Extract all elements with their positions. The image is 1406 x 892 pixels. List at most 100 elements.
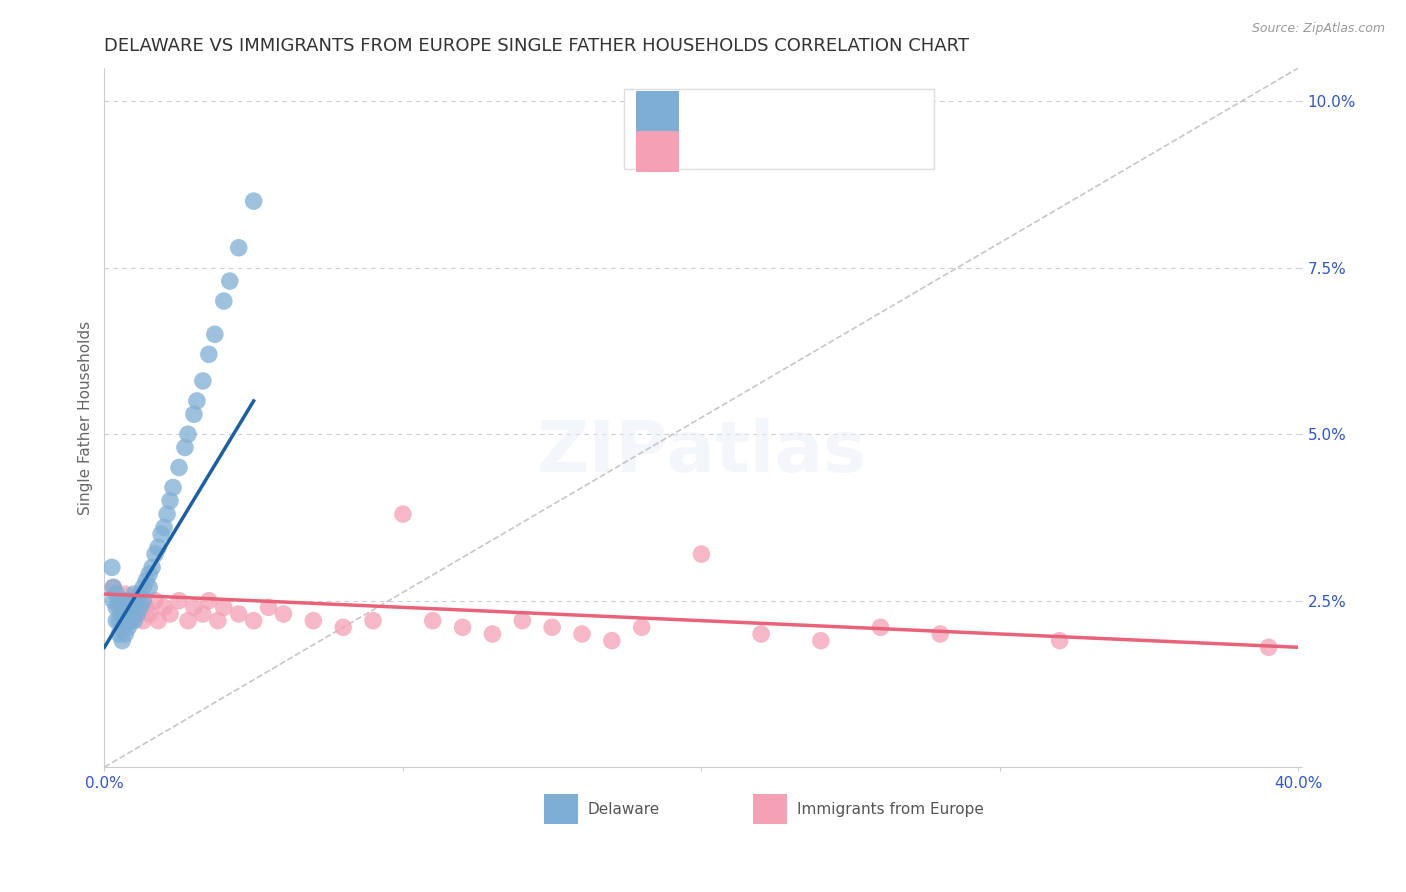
FancyBboxPatch shape — [624, 89, 934, 169]
Point — [422, 614, 444, 628]
Text: R =  0.290    N = 53: R = 0.290 N = 53 — [690, 103, 890, 120]
Point — [127, 593, 149, 607]
Point — [451, 620, 474, 634]
Point — [191, 607, 214, 621]
Point — [600, 633, 623, 648]
Point — [242, 194, 264, 209]
Point — [120, 607, 142, 621]
Point — [117, 620, 139, 634]
Point — [108, 593, 131, 607]
Point — [103, 593, 125, 607]
Point — [571, 627, 593, 641]
Point — [105, 600, 128, 615]
Point — [207, 614, 229, 628]
Point — [228, 607, 250, 621]
Point — [120, 600, 142, 615]
Point — [177, 427, 200, 442]
Point — [1049, 633, 1071, 648]
Point — [138, 580, 160, 594]
Text: Immigrants from Europe: Immigrants from Europe — [797, 802, 984, 816]
Point — [302, 614, 325, 628]
Point — [146, 541, 169, 555]
Point — [129, 600, 152, 615]
Point — [361, 614, 384, 628]
Point — [153, 520, 176, 534]
Point — [138, 607, 160, 621]
Point — [101, 560, 124, 574]
Point — [105, 614, 128, 628]
Point — [143, 547, 166, 561]
Point — [183, 407, 205, 421]
Point — [186, 393, 208, 408]
Point — [138, 567, 160, 582]
Point — [212, 600, 235, 615]
Point — [150, 527, 173, 541]
Point — [257, 600, 280, 615]
Point — [198, 593, 221, 607]
Text: Source: ZipAtlas.com: Source: ZipAtlas.com — [1251, 22, 1385, 36]
Point — [103, 580, 125, 594]
Point — [105, 587, 128, 601]
Point — [117, 607, 139, 621]
Point — [111, 633, 134, 648]
Point — [127, 600, 149, 615]
Point — [242, 614, 264, 628]
Point — [630, 620, 652, 634]
FancyBboxPatch shape — [544, 794, 578, 824]
Point — [191, 374, 214, 388]
Point — [141, 560, 163, 574]
Text: DELAWARE VS IMMIGRANTS FROM EUROPE SINGLE FATHER HOUSEHOLDS CORRELATION CHART: DELAWARE VS IMMIGRANTS FROM EUROPE SINGL… — [104, 37, 969, 55]
Point — [183, 600, 205, 615]
Point — [108, 600, 131, 615]
Point — [218, 274, 240, 288]
Point — [114, 587, 136, 601]
Point — [114, 627, 136, 641]
Point — [129, 587, 152, 601]
Point — [111, 607, 134, 621]
Point — [132, 580, 155, 594]
Point — [198, 347, 221, 361]
Point — [122, 593, 145, 607]
Point — [174, 441, 197, 455]
Point — [132, 593, 155, 607]
Point — [159, 493, 181, 508]
Point — [690, 547, 713, 561]
Text: Delaware: Delaware — [588, 802, 661, 816]
Point — [153, 600, 176, 615]
Point — [481, 627, 503, 641]
Point — [167, 593, 190, 607]
Point — [117, 600, 139, 615]
Point — [120, 614, 142, 628]
Point — [111, 593, 134, 607]
Point — [122, 587, 145, 601]
Point — [177, 614, 200, 628]
Point — [212, 293, 235, 308]
Point — [162, 481, 184, 495]
Point — [108, 627, 131, 641]
Point — [810, 633, 832, 648]
Point — [146, 614, 169, 628]
Text: ZIPatlas: ZIPatlas — [536, 418, 866, 487]
Point — [159, 607, 181, 621]
Point — [510, 614, 533, 628]
Point — [135, 600, 157, 615]
Point — [127, 607, 149, 621]
Point — [332, 620, 354, 634]
Point — [273, 607, 295, 621]
Point — [156, 507, 179, 521]
Point — [108, 614, 131, 628]
Point — [869, 620, 891, 634]
Point — [103, 580, 125, 594]
Point — [204, 327, 226, 342]
Point — [122, 614, 145, 628]
Point — [122, 600, 145, 615]
Text: R = -0.273    N = 45: R = -0.273 N = 45 — [690, 143, 890, 161]
Point — [749, 627, 772, 641]
Point — [228, 241, 250, 255]
Point — [929, 627, 952, 641]
Point — [114, 600, 136, 615]
FancyBboxPatch shape — [636, 91, 679, 132]
Point — [114, 614, 136, 628]
Point — [132, 614, 155, 628]
Point — [111, 620, 134, 634]
